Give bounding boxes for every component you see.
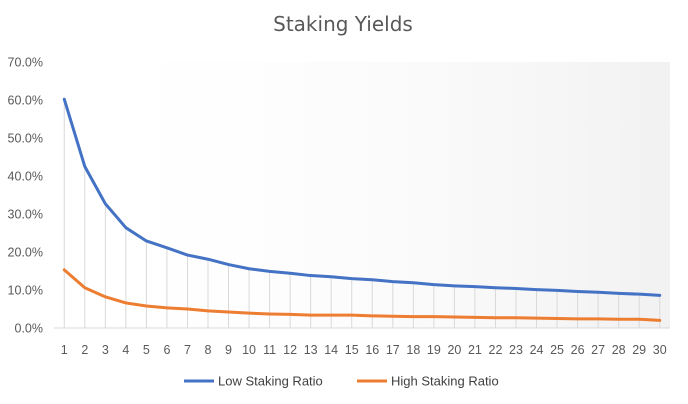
x-tick-label: 8 — [205, 343, 212, 357]
x-tick-label: 26 — [571, 343, 585, 357]
x-tick-label: 30 — [653, 343, 667, 357]
drop-lines — [63, 99, 661, 328]
x-tick-label: 20 — [447, 343, 461, 357]
x-tick-label: 21 — [468, 343, 482, 357]
series-line — [62, 97, 662, 297]
x-tick-label: 15 — [345, 343, 359, 357]
legend-label: Low Staking Ratio — [218, 374, 323, 389]
y-tick-label: 50.0% — [8, 132, 43, 146]
y-tick-label: 40.0% — [8, 170, 43, 184]
x-tick-label: 2 — [81, 343, 88, 357]
plot-background — [54, 62, 670, 328]
x-tick-label: 6 — [163, 343, 170, 357]
y-tick-label: 0.0% — [15, 322, 44, 336]
x-tick-label: 18 — [406, 343, 420, 357]
x-tick-label: 25 — [550, 343, 564, 357]
legend-label: High Staking Ratio — [391, 374, 499, 389]
x-tick-label: 10 — [242, 343, 256, 357]
x-tick-label: 9 — [225, 343, 232, 357]
x-tick-label: 22 — [489, 343, 503, 357]
y-tick-label: 70.0% — [8, 56, 43, 70]
series-group — [62, 97, 662, 322]
x-tick-label: 16 — [365, 343, 379, 357]
y-tick-label: 20.0% — [8, 246, 43, 260]
x-tick-label: 11 — [263, 343, 276, 357]
legend: Low Staking Ratio High Staking Ratio — [184, 374, 499, 389]
x-tick-label: 12 — [283, 343, 297, 357]
y-tick-label: 60.0% — [8, 94, 43, 108]
x-tick-label: 29 — [632, 343, 646, 357]
y-tick-label: 10.0% — [8, 284, 43, 298]
series-line — [62, 268, 662, 322]
x-tick-label: 27 — [591, 343, 605, 357]
x-tick-label: 4 — [122, 343, 129, 357]
x-tick-label: 14 — [324, 343, 338, 357]
y-tick-label: 30.0% — [8, 208, 43, 222]
x-tick-label: 7 — [184, 343, 191, 357]
x-tick-label: 17 — [386, 343, 400, 357]
chart-title: Staking Yields — [273, 12, 413, 36]
x-tick-label: 1 — [61, 343, 68, 357]
x-tick-label: 19 — [427, 343, 441, 357]
x-tick-label: 3 — [102, 343, 109, 357]
x-tick-label: 24 — [530, 343, 544, 357]
x-axis: 1 2 3 4 5 6 7 8 9 10 11 12 13 14 15 16 17 18 19 20 21 22 23 24 2… — [54, 327, 670, 357]
y-axis: 0.0% 10.0% 20.0% 30.0% 40.0% 50.0% 60.0% 70.0% — [8, 56, 43, 336]
x-tick-label: 5 — [143, 343, 150, 357]
x-tick-label: 23 — [509, 343, 523, 357]
x-tick-label: 13 — [304, 343, 318, 357]
x-tick-label: 28 — [612, 343, 626, 357]
